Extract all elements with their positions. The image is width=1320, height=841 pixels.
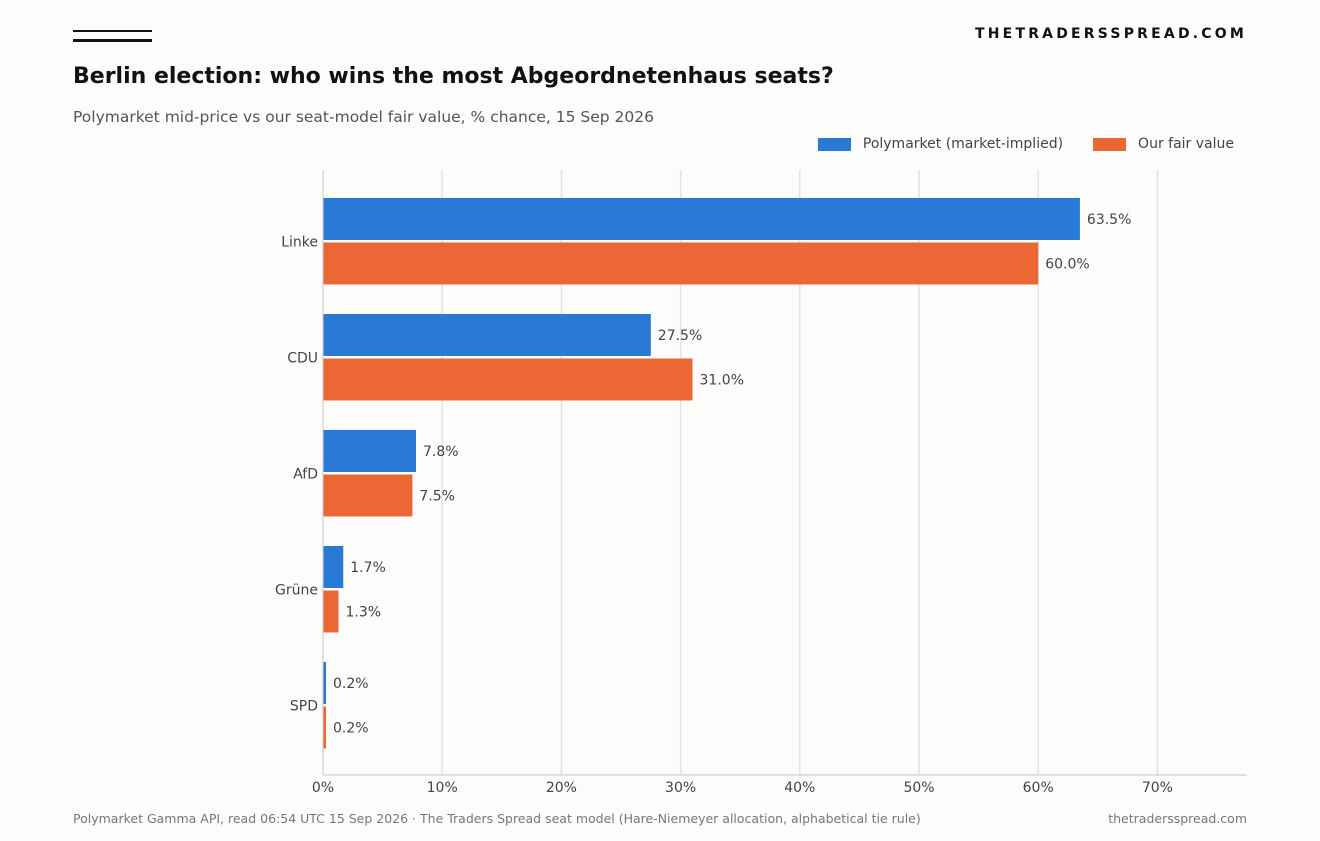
bar-grune-fair-value bbox=[323, 590, 339, 633]
data-label: 1.3% bbox=[345, 605, 381, 621]
bar-afd-fair-value bbox=[323, 474, 413, 517]
legend-swatch-fair-value bbox=[1093, 137, 1127, 151]
header-rule-top bbox=[73, 30, 152, 32]
category-label-afd: AfD bbox=[293, 466, 318, 482]
x-tick-label: 30% bbox=[665, 780, 696, 796]
x-tick-label: 20% bbox=[546, 780, 577, 796]
legend-label-fair-value: Our fair value bbox=[1138, 136, 1234, 152]
bar-afd-polymarket bbox=[323, 430, 416, 472]
x-tick-label: 0% bbox=[312, 780, 334, 796]
bar-spd-polymarket bbox=[323, 662, 326, 704]
chart-legend: Polymarket (market-implied) Our fair val… bbox=[788, 136, 1234, 152]
bar-cdu-polymarket bbox=[323, 314, 651, 356]
x-tick-label: 60% bbox=[1023, 780, 1054, 796]
legend-swatch-polymarket bbox=[817, 137, 851, 151]
footer-site: thetradersspread.com bbox=[1108, 811, 1247, 826]
x-tick-label: 50% bbox=[903, 780, 934, 796]
category-label-cdu: CDU bbox=[287, 350, 318, 366]
header-rule-bottom bbox=[73, 39, 152, 42]
category-label-grune: Grüne bbox=[275, 582, 318, 598]
x-tick-label: 70% bbox=[1142, 780, 1173, 796]
legend-item-polymarket: Polymarket (market-implied) bbox=[817, 136, 1064, 152]
data-label: 31.0% bbox=[700, 373, 744, 389]
brand-wordmark: THETRADERSSPREAD.COM bbox=[975, 26, 1247, 42]
chart-title: Berlin election: who wins the most Abgeo… bbox=[73, 64, 834, 89]
legend-label-polymarket: Polymarket (market-implied) bbox=[862, 136, 1064, 152]
data-label: 0.2% bbox=[333, 721, 369, 737]
chart-subtitle: Polymarket mid-price vs our seat-model f… bbox=[73, 108, 655, 126]
data-label: 60.0% bbox=[1045, 257, 1089, 273]
data-label: 27.5% bbox=[658, 328, 702, 344]
bar-grune-polymarket bbox=[323, 546, 344, 588]
bar-spd-fair-value bbox=[323, 706, 326, 749]
footer-source: Polymarket Gamma API, read 06:54 UTC 15 … bbox=[73, 811, 921, 826]
data-label: 63.5% bbox=[1087, 212, 1131, 228]
legend-item-fair-value: Our fair value bbox=[1093, 136, 1234, 152]
data-label: 7.5% bbox=[419, 489, 455, 505]
bar-linke-polymarket bbox=[323, 198, 1080, 240]
bar-linke-fair-value bbox=[323, 242, 1039, 285]
category-label-linke: Linke bbox=[281, 234, 318, 250]
category-label-spd: SPD bbox=[290, 698, 318, 714]
x-tick-label: 10% bbox=[427, 780, 458, 796]
data-label: 1.7% bbox=[350, 560, 386, 576]
x-tick-label: 40% bbox=[784, 780, 815, 796]
bar-cdu-fair-value bbox=[323, 358, 693, 401]
data-label: 7.8% bbox=[423, 444, 459, 460]
data-label: 0.2% bbox=[333, 676, 369, 692]
